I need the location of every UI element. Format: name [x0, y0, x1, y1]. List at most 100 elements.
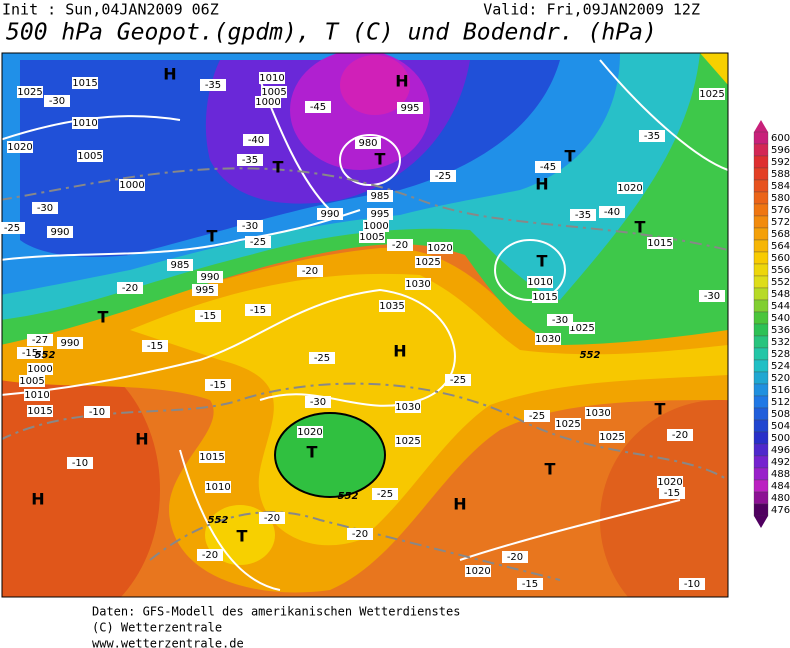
- label-box: [305, 396, 331, 408]
- colorbar-label: 548: [771, 289, 790, 300]
- contour-label: 1020: [617, 183, 642, 194]
- label-box: [699, 290, 725, 302]
- colorbar-label: 568: [771, 229, 790, 240]
- label-box: [532, 291, 558, 303]
- label-box: [363, 220, 389, 232]
- pressure-center: H: [535, 175, 548, 194]
- map-labels: H HHHHHHTTTTTTTTTTT1025101510101020100510…: [0, 65, 725, 590]
- contour-label: 990: [320, 209, 339, 220]
- label-box: [317, 208, 343, 220]
- pressure-center: H: [135, 430, 148, 449]
- label-box: [0, 222, 25, 234]
- contour-label: -30: [310, 397, 326, 408]
- contour-label: -30: [704, 291, 720, 302]
- contour-label: -35: [205, 80, 221, 91]
- colorbar-label: 536: [771, 325, 790, 336]
- label-box: [465, 565, 491, 577]
- pressure-center: T: [375, 150, 386, 169]
- colorbar-swatch: [753, 191, 769, 205]
- contour-label: -20: [672, 430, 688, 441]
- contour-label: 1025: [415, 257, 440, 268]
- pressure-center: H: [31, 490, 44, 509]
- label-box: [535, 161, 561, 173]
- label-box: [379, 300, 405, 312]
- colorbar-swatch: [753, 299, 769, 313]
- label-box: [197, 549, 223, 561]
- colorbar-swatch: [753, 287, 769, 301]
- pressure-center: H: [163, 65, 176, 84]
- contour-label: -25: [377, 489, 393, 500]
- label-box: [237, 220, 263, 232]
- colorbar-swatch: [753, 335, 769, 349]
- colorbar-swatch: [753, 311, 769, 325]
- contour-label: 1000: [255, 97, 280, 108]
- contour-label: -20: [264, 513, 280, 524]
- label-box: [77, 150, 103, 162]
- contour-label: -27: [32, 335, 48, 346]
- label-box: [585, 407, 611, 419]
- label-box: [245, 304, 271, 316]
- colorbar-swatch: [753, 263, 769, 277]
- contour-label: 1025: [569, 323, 594, 334]
- contour-label: 552: [338, 491, 359, 502]
- pressure-center: T: [655, 400, 666, 419]
- label-box: [32, 202, 58, 214]
- contour-label: 1015: [72, 78, 97, 89]
- contour-label: 995: [400, 103, 419, 114]
- pressure-center: H: [453, 495, 466, 514]
- contour-label: -30: [552, 315, 568, 326]
- colorbar-label: 496: [771, 445, 790, 456]
- label-box: [415, 256, 441, 268]
- init-time: Init : Sun,04JAN2009 06Z: [2, 1, 219, 19]
- contour-label: 552: [208, 515, 229, 526]
- contour-label: 985: [170, 260, 189, 271]
- colorbar-label: 480: [771, 493, 790, 504]
- contour-label: -25: [250, 237, 266, 248]
- label-box: [547, 314, 573, 326]
- contour-label: 1030: [395, 402, 420, 413]
- contour-label: 1005: [77, 151, 102, 162]
- colorbar-label: 580: [771, 193, 790, 204]
- colorbar-label: 552: [771, 277, 790, 288]
- colorbar-swatch: [753, 503, 769, 517]
- label-box: [569, 322, 595, 334]
- colorbar-label: 532: [771, 337, 790, 348]
- label-box: [7, 141, 33, 153]
- contour-label: 990: [50, 227, 69, 238]
- contour-label: 1020: [465, 566, 490, 577]
- footer-line: (C) Wetterzentrale: [92, 621, 222, 635]
- colorbar-label: 540: [771, 313, 790, 324]
- contour-label: -45: [310, 102, 326, 113]
- pressure-center: T: [565, 147, 576, 166]
- contour-label: 1000: [119, 180, 144, 191]
- contour-label: 995: [370, 209, 389, 220]
- contour-label: -15: [22, 348, 38, 359]
- contour-label: 990: [200, 272, 219, 283]
- colorbar-swatch: [753, 491, 769, 505]
- label-box: [119, 179, 145, 191]
- label-box: [297, 426, 323, 438]
- colorbar-label: 508: [771, 409, 790, 420]
- pressure-center: T: [307, 443, 318, 462]
- contour-label: 1020: [427, 243, 452, 254]
- contour-label: 1010: [259, 73, 284, 84]
- colorbar-swatch: [753, 395, 769, 409]
- label-box: [297, 265, 323, 277]
- label-box: [19, 375, 45, 387]
- label-box: [72, 117, 98, 129]
- label-box: [555, 418, 581, 430]
- contour-label: -30: [49, 96, 65, 107]
- contour-label: -20: [392, 240, 408, 251]
- label-box: [27, 363, 53, 375]
- pressure-center: T: [545, 460, 556, 479]
- colorbar-swatch: [753, 419, 769, 433]
- contour-label: -20: [122, 283, 138, 294]
- contour-label: 990: [60, 338, 79, 349]
- contour-label: -25: [529, 411, 545, 422]
- label-box: [195, 310, 221, 322]
- contour-label: 1025: [699, 89, 724, 100]
- colorbar-swatch: [753, 227, 769, 241]
- label-box: [24, 389, 50, 401]
- contour-label: -15: [210, 380, 226, 391]
